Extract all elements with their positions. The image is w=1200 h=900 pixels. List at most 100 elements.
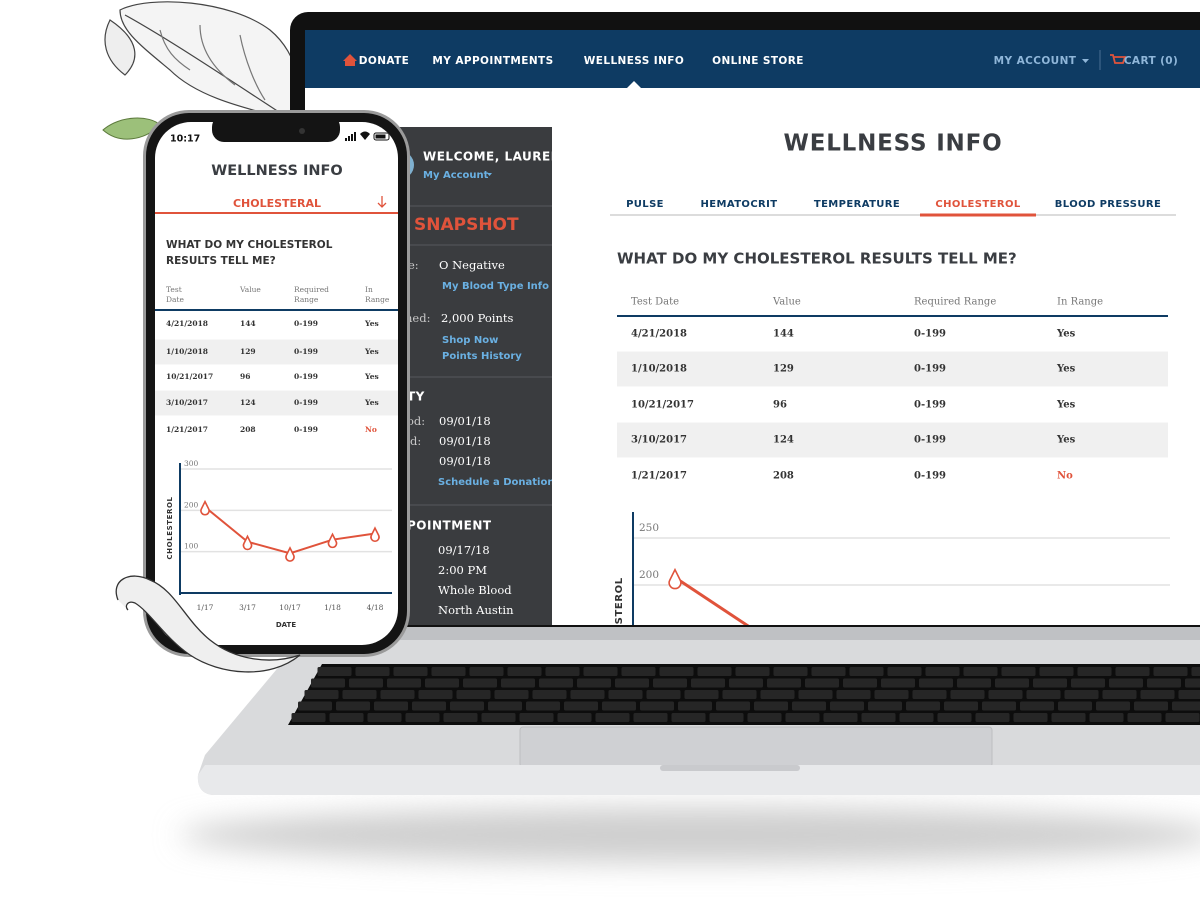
laptop-screen: DONATE MY APPOINTMENTS WELLNESS INFO ONL…	[305, 30, 1200, 625]
row-shade	[617, 351, 1168, 387]
key	[1026, 690, 1061, 699]
key	[545, 667, 580, 676]
y-tick-label: 200	[639, 569, 659, 581]
key	[557, 713, 592, 722]
key	[1077, 667, 1112, 676]
tab[interactable]: HEMATOCRIT	[700, 199, 777, 210]
leaf-illustration	[104, 1, 299, 121]
table-cell: Yes	[364, 398, 379, 407]
tab[interactable]: CHOLESTEROL	[935, 199, 1020, 210]
nav-background	[305, 30, 1200, 88]
section-title: TY	[407, 390, 425, 404]
lid-notch	[660, 765, 800, 771]
tab[interactable]: PULSE	[626, 199, 664, 210]
table-cell: 3/10/2017	[631, 435, 687, 446]
field-value: 09/17/18	[438, 543, 490, 557]
column-header: Required	[294, 285, 329, 294]
link[interactable]: My Blood Type Info	[442, 281, 549, 292]
key	[1001, 667, 1036, 676]
key	[684, 690, 719, 699]
table-cell: 0-199	[294, 425, 318, 434]
column-header: Test	[166, 285, 182, 294]
key	[861, 713, 896, 722]
key	[1064, 690, 1099, 699]
key	[329, 713, 364, 722]
table-cell: No	[365, 425, 377, 434]
home-icon	[343, 54, 357, 66]
key	[925, 667, 960, 676]
key	[646, 690, 681, 699]
y-tick-label: 300	[184, 459, 199, 468]
nav-item[interactable]: ONLINE STORE	[712, 55, 804, 67]
hinge	[300, 627, 1200, 640]
key	[1134, 701, 1168, 711]
table-cell: 0-199	[914, 435, 946, 446]
key	[1071, 678, 1105, 688]
nav-item[interactable]: MY APPOINTMENTS	[432, 55, 553, 67]
field-value: 09/01/18	[439, 454, 491, 468]
table-cell: 0-199	[294, 347, 318, 356]
key	[583, 667, 618, 676]
nav-bar: DONATE MY APPOINTMENTS WELLNESS INFO ONL…	[305, 30, 1200, 89]
table-cell: 10/21/2017	[631, 400, 694, 411]
key	[729, 678, 763, 688]
account-link[interactable]: My Account	[423, 170, 489, 181]
key	[507, 667, 542, 676]
table-cell: 96	[773, 400, 787, 411]
nav-item[interactable]: DONATE	[359, 55, 409, 67]
data-point	[327, 532, 338, 549]
metric-selector[interactable]: CHOLESTERAL	[233, 197, 321, 210]
key	[519, 713, 554, 722]
key	[1102, 690, 1137, 699]
key	[691, 678, 725, 688]
key	[678, 701, 712, 711]
table-cell: 3/10/2017	[166, 398, 208, 407]
key	[1033, 678, 1067, 688]
key	[773, 667, 808, 676]
key	[944, 701, 978, 711]
table-cell: 208	[773, 471, 794, 482]
key	[722, 690, 757, 699]
key	[843, 678, 877, 688]
field-label: ned:	[405, 311, 430, 325]
key	[982, 701, 1016, 711]
key	[919, 678, 953, 688]
key	[577, 678, 611, 688]
table-cell: 129	[240, 347, 256, 356]
key	[653, 678, 687, 688]
key	[1115, 667, 1150, 676]
cart-link[interactable]: CART (0)	[1124, 55, 1178, 67]
key	[431, 667, 466, 676]
nav-item[interactable]: WELLNESS INFO	[584, 55, 684, 67]
y-tick-label: 100	[184, 542, 199, 551]
key	[868, 701, 902, 711]
key	[412, 701, 446, 711]
key	[570, 690, 605, 699]
link[interactable]: Shop Now	[442, 335, 498, 346]
table-cell: 144	[240, 319, 256, 328]
key	[912, 690, 947, 699]
field-value: 09/01/18	[439, 434, 491, 448]
table-cell: 0-199	[914, 364, 946, 375]
sidebar: WELCOME, LAUREN My Account SNAPSHOT e: O…	[395, 127, 554, 625]
table-cell: 4/21/2018	[631, 329, 687, 340]
tab[interactable]: TEMPERATURE	[814, 199, 900, 210]
key	[975, 713, 1010, 722]
dropdown-arrow[interactable]	[377, 196, 387, 208]
row-shade	[617, 422, 1168, 458]
key	[633, 713, 668, 722]
account-menu[interactable]: MY ACCOUNT	[994, 55, 1077, 67]
key	[463, 678, 497, 688]
data-line	[674, 576, 750, 625]
table-cell: Yes	[1056, 364, 1076, 375]
link[interactable]: Points History	[442, 351, 522, 362]
key	[830, 701, 864, 711]
link[interactable]: Schedule a Donation	[438, 477, 554, 488]
key	[798, 690, 833, 699]
column-header: Range	[294, 295, 319, 304]
field-label: od:	[407, 414, 425, 428]
base-lip	[197, 765, 1200, 795]
tab[interactable]: BLOOD PRESSURE	[1055, 199, 1162, 210]
key	[1153, 667, 1188, 676]
